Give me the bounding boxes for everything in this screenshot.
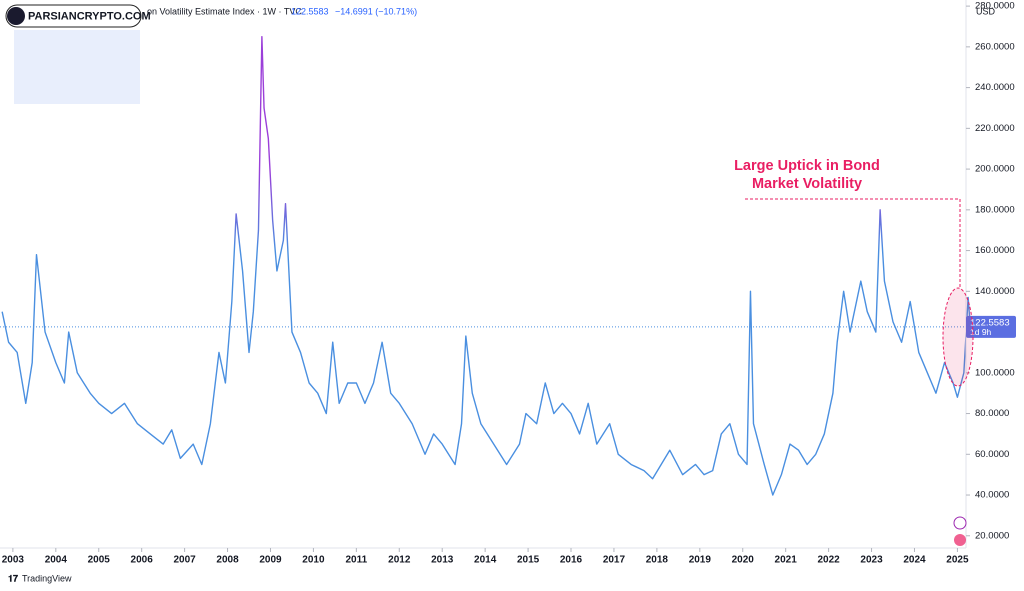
- price-label: 122.5583: [970, 317, 1010, 328]
- y-tick-label: 20.0000: [975, 530, 1009, 541]
- annotation: Market Volatility: [752, 176, 862, 192]
- x-tick-label: 2008: [216, 555, 239, 566]
- x-tick-label: 2011: [345, 555, 367, 566]
- countdown-label: 1d 9h: [970, 327, 992, 337]
- icon: [953, 516, 967, 530]
- annotation: Large Uptick in Bond: [734, 158, 880, 174]
- x-tick-label: 2009: [259, 555, 282, 566]
- x-tick-label: 2018: [646, 555, 669, 566]
- last-value: 122.5583: [291, 6, 329, 16]
- x-tick-label: 2021: [775, 555, 798, 566]
- annotation-line: [745, 198, 961, 287]
- x-tick-label: 2015: [517, 555, 540, 566]
- y-tick-label: 240.0000: [975, 82, 1015, 93]
- y-tick-label: 80.0000: [975, 408, 1009, 419]
- y-tick-label: 40.0000: [975, 490, 1009, 501]
- highlight-ellipse: [942, 287, 974, 387]
- price-box: [966, 315, 1016, 338]
- plot-area: [1, 35, 971, 496]
- x-tick-label: 2017: [603, 555, 626, 566]
- y-tick-label: 100.0000: [975, 367, 1015, 378]
- logo-badge: [5, 4, 142, 28]
- x-tick-label: 2012: [388, 555, 411, 566]
- icon: [954, 534, 966, 546]
- x-tick-label: 2019: [689, 555, 712, 566]
- series-line: [1, 35, 971, 496]
- change: −14.6991 (−10.71%): [335, 6, 417, 16]
- x-tick-label: 2004: [45, 555, 68, 566]
- x-tick-label: 2020: [732, 555, 755, 566]
- x-tick-label: 2014: [474, 555, 497, 566]
- legend-panel: [14, 30, 140, 104]
- y-tick-label: 260.0000: [975, 41, 1015, 52]
- x-tick-label: 2007: [173, 555, 196, 566]
- x-tick-label: 2016: [560, 555, 583, 566]
- x-tick-label: 2025: [946, 555, 969, 566]
- x-tick-label: 2005: [88, 555, 111, 566]
- y-tick-label: 220.0000: [975, 123, 1015, 134]
- currency: USD: [976, 6, 996, 16]
- x-tick-label: 2023: [860, 555, 883, 566]
- footer: TradingView: [22, 573, 72, 583]
- y-tick-label: 140.0000: [975, 286, 1015, 297]
- logo-icon: [7, 7, 25, 25]
- y-tick-label: 180.0000: [975, 204, 1015, 215]
- y-tick-label: 60.0000: [975, 449, 1009, 460]
- y-tick-label: 160.0000: [975, 245, 1015, 256]
- x-tick-label: 2010: [302, 555, 325, 566]
- watermark: PARSIANCRYPTO.COM: [28, 10, 151, 22]
- x-tick-label: 2013: [431, 555, 454, 566]
- x-tick-label: 2024: [903, 555, 926, 566]
- footer-logo: 𝟏𝟕: [8, 573, 18, 583]
- x-tick-label: 2003: [2, 555, 25, 566]
- chart-title: on Volatility Estimate Index · 1W · TVC: [147, 6, 302, 16]
- x-tick-label: 2022: [817, 555, 840, 566]
- y-tick-label: 280.0000: [975, 1, 1015, 12]
- y-tick-label: 200.0000: [975, 164, 1015, 175]
- x-tick-label: 2006: [131, 555, 154, 566]
